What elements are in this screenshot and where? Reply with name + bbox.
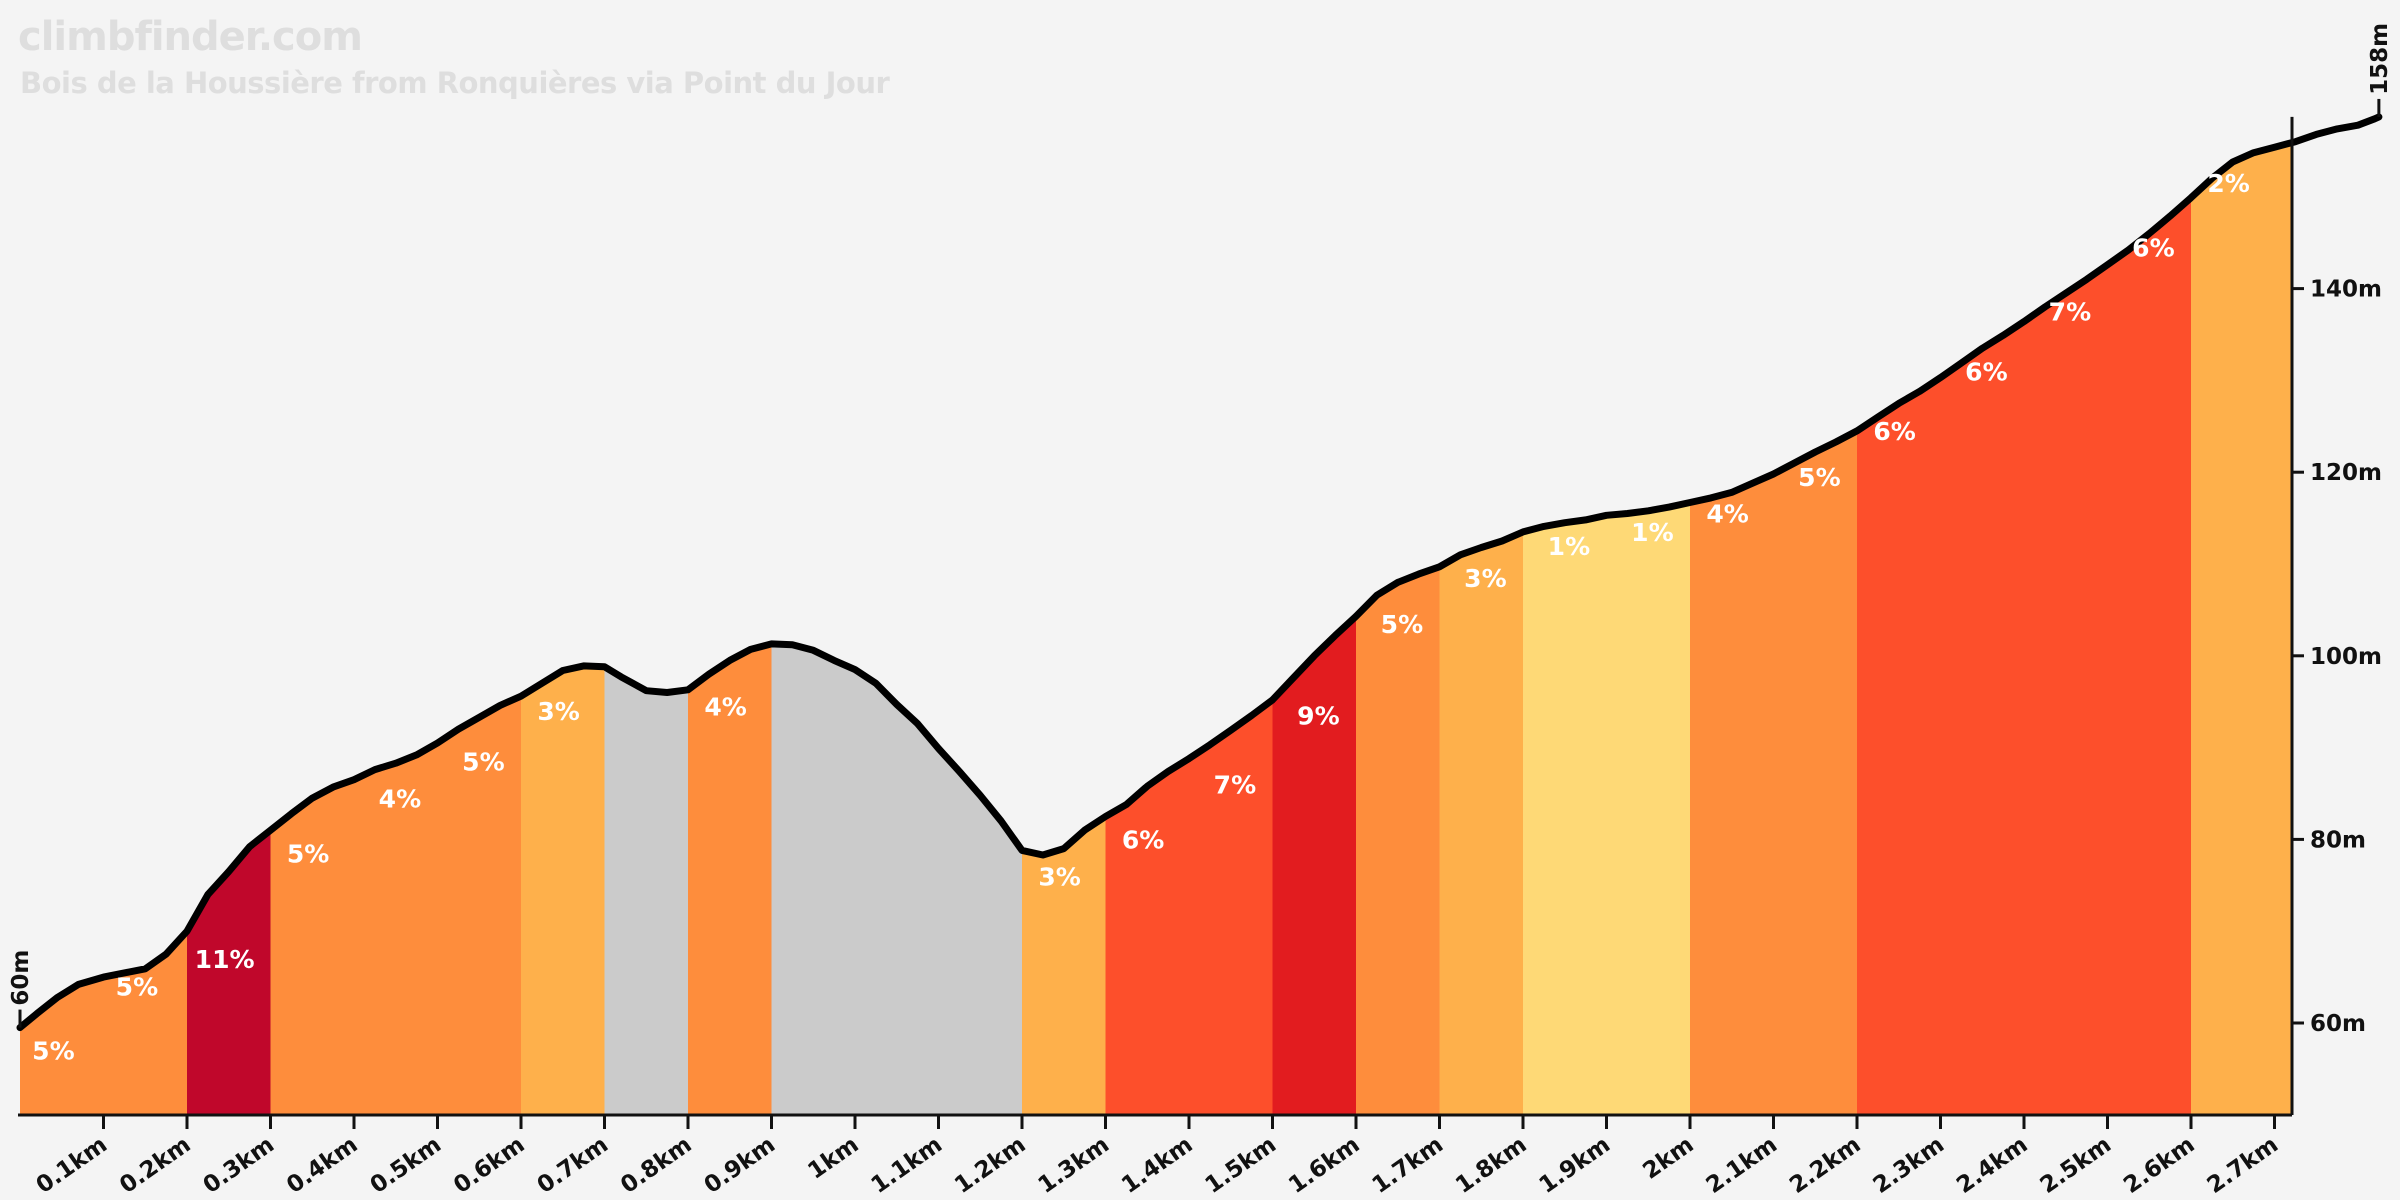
grade-label: 5% [462,748,504,777]
x-tick-label: 1.3km [1034,1132,1114,1199]
x-tick-label: 2.3km [1869,1132,1949,1199]
segment-area-16 [2191,142,2292,1116]
x-tick-label: 2.7km [2203,1132,2283,1199]
grade-label: 3% [1038,862,1080,891]
grade-label: 5% [1381,610,1423,639]
grade-label: 5% [116,973,158,1002]
x-axis: 0.1km 0.2km 0.3km 0.4km 0.5km 0.6km 0.7km 0.8km… [18,1113,2292,1199]
segment-area-9 [1105,699,1273,1115]
segment-area-8 [1022,816,1106,1115]
grade-label: 7% [2049,298,2091,327]
grade-label: 3% [1464,564,1506,593]
x-tick-label: 1.9km [1535,1132,1615,1199]
x-tick-label: 2.6km [2119,1132,2199,1199]
x-tick-label: 2.4km [1952,1132,2032,1199]
chart-title: Bois de la Houssière from Ronquières via… [20,66,890,100]
grade-label: 4% [704,693,746,722]
x-tick-label: 2km [1638,1132,1698,1185]
segment-area-5 [604,666,688,1115]
x-tick-label: 0.2km [115,1132,195,1199]
x-tick-label: 1km [803,1132,863,1185]
grade-label: 4% [379,784,421,813]
segment-area-7 [771,643,1022,1115]
grade-label: 5% [1798,463,1840,492]
grade-label: 3% [537,697,579,726]
x-tick-label: 1.4km [1117,1132,1197,1199]
grade-label: 1% [1548,532,1590,561]
x-tick-label: 0.3km [199,1132,279,1199]
x-tick-label: 0.8km [616,1132,696,1199]
grade-label: 1% [1631,518,1673,547]
x-tick-label: 1.6km [1284,1132,1364,1199]
y-axis: 60m 80m 100m 120m 140m [2290,116,2382,1115]
x-tick-label: 1.7km [1368,1132,1448,1199]
grade-label: 6% [1122,826,1164,855]
x-tick-label: 0.7km [533,1132,613,1199]
grade-label: 9% [1297,702,1339,731]
x-tick-label: 2.5km [2036,1132,2116,1199]
grade-label: 6% [1873,417,1915,446]
y-tick-label: 80m [2310,827,2366,853]
y-tick-label: 140m [2310,277,2382,303]
segment-area-14 [1690,430,1857,1115]
grade-label: 6% [2132,234,2174,263]
start-elevation-label: 60m [8,950,34,1006]
y-tick-label: 60m [2310,1011,2366,1037]
grade-label: 2% [2207,169,2249,198]
x-tick-label: 0.5km [366,1132,446,1199]
grade-label: 7% [1214,771,1256,800]
y-tick-label: 120m [2310,460,2382,486]
segment-area-11 [1356,566,1440,1115]
segment-area-12 [1439,531,1523,1115]
x-tick-label: 2.2km [1785,1132,1865,1199]
x-tick-label: 0.6km [449,1132,529,1199]
x-tick-label: 1.8km [1451,1132,1531,1199]
x-tick-label: 0.9km [700,1132,780,1199]
segment-area-1 [20,931,187,1115]
x-tick-label: 0.4km [282,1132,362,1199]
gradient-labels: 5% 5% 11% 5% 4% 5% 3% 4% 3% 6% 7% 9% 5% 3% 1% 1% 4% 5% 6% 6… [32,169,2250,1065]
grade-label: 5% [287,839,329,868]
segment-area-4 [521,665,605,1115]
x-tick-label: 2.1km [1702,1132,1782,1199]
elevation-line [16,113,2383,1032]
brand-logo: climbfinder.com [18,14,363,60]
grade-label: 6% [1965,357,2007,386]
x-tick-label: 1.1km [867,1132,947,1199]
x-tick-label: 0.1km [32,1132,112,1199]
segment-area-13 [1523,502,1690,1115]
segment-area-6 [688,643,772,1115]
segment-area-15 [1857,197,2191,1115]
segment-area-10 [1272,616,1356,1115]
y-tick-label: 100m [2310,644,2382,670]
gradient-segments [20,142,2292,1116]
grade-label: 11% [195,945,255,974]
x-tick-label: 1.5km [1201,1132,1281,1199]
grade-label: 5% [32,1037,74,1066]
x-tick-label: 1.2km [950,1132,1030,1199]
segment-area-3 [270,696,521,1115]
grade-label: 4% [1706,500,1748,529]
end-elevation-label: 158m [2367,23,2393,95]
